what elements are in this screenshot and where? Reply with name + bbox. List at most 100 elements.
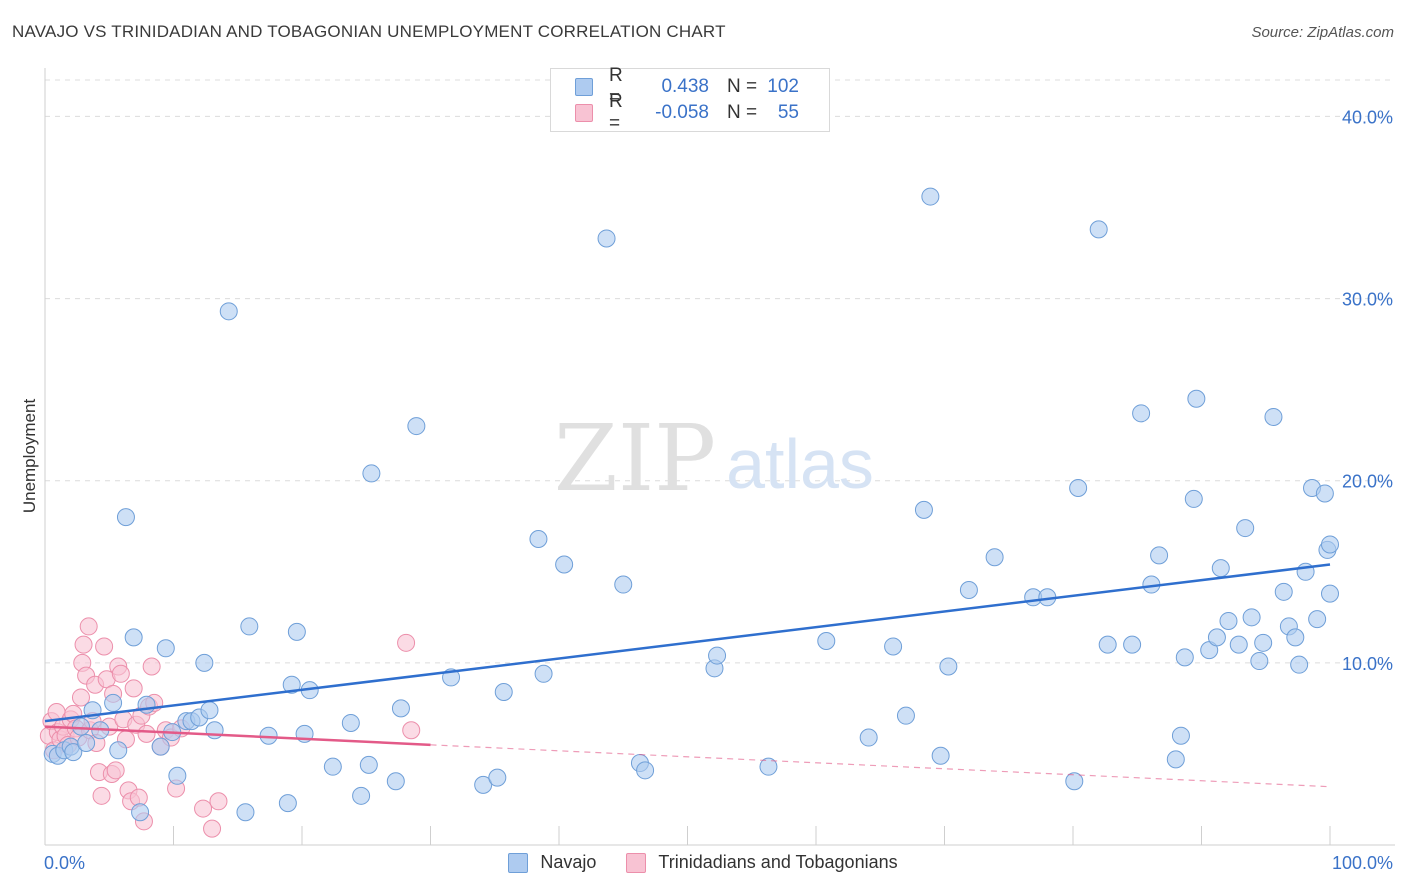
source-label: Source: ZipAtlas.com (1251, 24, 1394, 41)
trinidadian-swatch (626, 852, 647, 873)
navajo-point (759, 757, 778, 776)
navajo-point (151, 737, 170, 756)
r-value: 0.438 (661, 76, 709, 97)
chart-title: NAVAJO VS TRINIDADIAN AND TOBAGONIAN UNE… (12, 22, 726, 41)
navajo-point (1219, 611, 1238, 630)
y-tick-label: 20.0% (1342, 472, 1393, 492)
navajo-point (1321, 584, 1339, 603)
navajo-point (859, 728, 878, 747)
trinidadian-point (124, 679, 143, 698)
y-tick-label: 40.0% (1342, 107, 1393, 127)
navajo-point (1184, 489, 1203, 508)
navajo-point (240, 617, 259, 636)
trend-lines (44, 563, 1331, 788)
navajo-point (614, 575, 633, 594)
axes (44, 68, 1395, 846)
navajo-point (359, 755, 378, 774)
navajo-point (1166, 750, 1185, 769)
navajo-point (1250, 652, 1269, 671)
navajo-point (529, 530, 548, 548)
legend-item-navajo[interactable]: Navajo (508, 852, 596, 873)
watermark-zip: ZIP (554, 405, 716, 512)
trinidadian-point (142, 657, 161, 676)
navajo-point (124, 628, 143, 647)
navajo-point (1315, 484, 1334, 503)
watermark-atlas: atlas (726, 425, 874, 503)
y-tick-label: 10.0% (1342, 654, 1393, 674)
navajo-point (282, 675, 301, 694)
navajo-point (116, 508, 135, 527)
navajo-point (1274, 582, 1293, 601)
navajo-point (77, 734, 96, 752)
navajo-point (1089, 220, 1108, 239)
navajo-point (931, 746, 950, 765)
navajo-point (1069, 479, 1088, 497)
navajo-point (474, 775, 493, 794)
navajo-point (195, 653, 214, 672)
trinidadian-point (209, 792, 228, 811)
navajo-point (104, 693, 123, 712)
n-label: N = (727, 76, 758, 97)
trinidadian-point (74, 635, 93, 654)
navajo-point (341, 713, 360, 732)
navajo-point (959, 581, 978, 599)
navajo-point (352, 786, 371, 805)
legend-item-trinidadian[interactable]: Trinidadians and Tobagonians (626, 852, 898, 873)
navajo-point (1264, 407, 1283, 426)
navajo-point (1098, 635, 1117, 654)
r-value: -0.058 (655, 102, 709, 123)
navajo-point (391, 699, 410, 718)
navajo-point (287, 622, 306, 641)
r-label: R = (609, 65, 623, 108)
navajo-point (636, 761, 655, 780)
navajo-point (1171, 726, 1190, 745)
trinidadian-point (71, 688, 90, 707)
navajo-point (939, 657, 958, 676)
legend-label-navajo: Navajo (540, 852, 597, 872)
trinidadian-point (92, 786, 111, 805)
correlation-legend: R = 0.438 N = 102 R = -0.058 N = 55 (550, 65, 830, 134)
navajo-point (362, 464, 381, 483)
navajo-point (1308, 610, 1327, 629)
x-tick-label-max: 100.0% (1332, 853, 1393, 873)
navajo-point (109, 741, 128, 760)
navajo-point (1236, 519, 1255, 538)
navajo-point (817, 632, 836, 650)
tick-labels: 10.0% 20.0% 30.0% 40.0% 0.0% 100.0% (44, 107, 1393, 873)
navajo-point (1242, 608, 1261, 627)
navajo-point (985, 548, 1004, 567)
navajo-point (597, 229, 616, 248)
navajo-point (1321, 535, 1339, 554)
navajo-point (1286, 628, 1305, 647)
trinidadian-point (137, 724, 156, 743)
navajo-point (407, 417, 426, 436)
navajo-point (914, 500, 933, 519)
navajo-point (488, 768, 507, 787)
y-tick-label: 30.0% (1342, 290, 1393, 310)
navajo-point (386, 772, 405, 791)
navajo-point (1207, 628, 1226, 647)
navajo-point (71, 717, 90, 736)
navajo-trend-line (44, 563, 1331, 723)
trinidadian-trend-line (44, 725, 431, 747)
navajo-point (131, 803, 150, 822)
navajo-point (1065, 772, 1084, 791)
n-value: 55 (777, 102, 799, 123)
navajo-point (1175, 648, 1194, 667)
navajo-point (884, 637, 903, 656)
navajo-point (1132, 404, 1151, 423)
trinidadian-point (402, 721, 421, 740)
navajo-point (534, 664, 553, 683)
trinidadian-point (397, 633, 416, 652)
navajo-point (1187, 389, 1206, 408)
navajo-point (278, 794, 297, 813)
navajo-point (1150, 546, 1169, 565)
navajo-point (200, 701, 219, 720)
navajo-point (64, 743, 83, 762)
navajo-point (323, 757, 342, 776)
navajo-points (43, 187, 1339, 822)
navajo-swatch (575, 78, 593, 96)
navajo-point (236, 803, 255, 822)
legend-label-trinidadian: Trinidadians and Tobagonians (658, 852, 898, 872)
x-tick-label-min: 0.0% (44, 853, 85, 873)
